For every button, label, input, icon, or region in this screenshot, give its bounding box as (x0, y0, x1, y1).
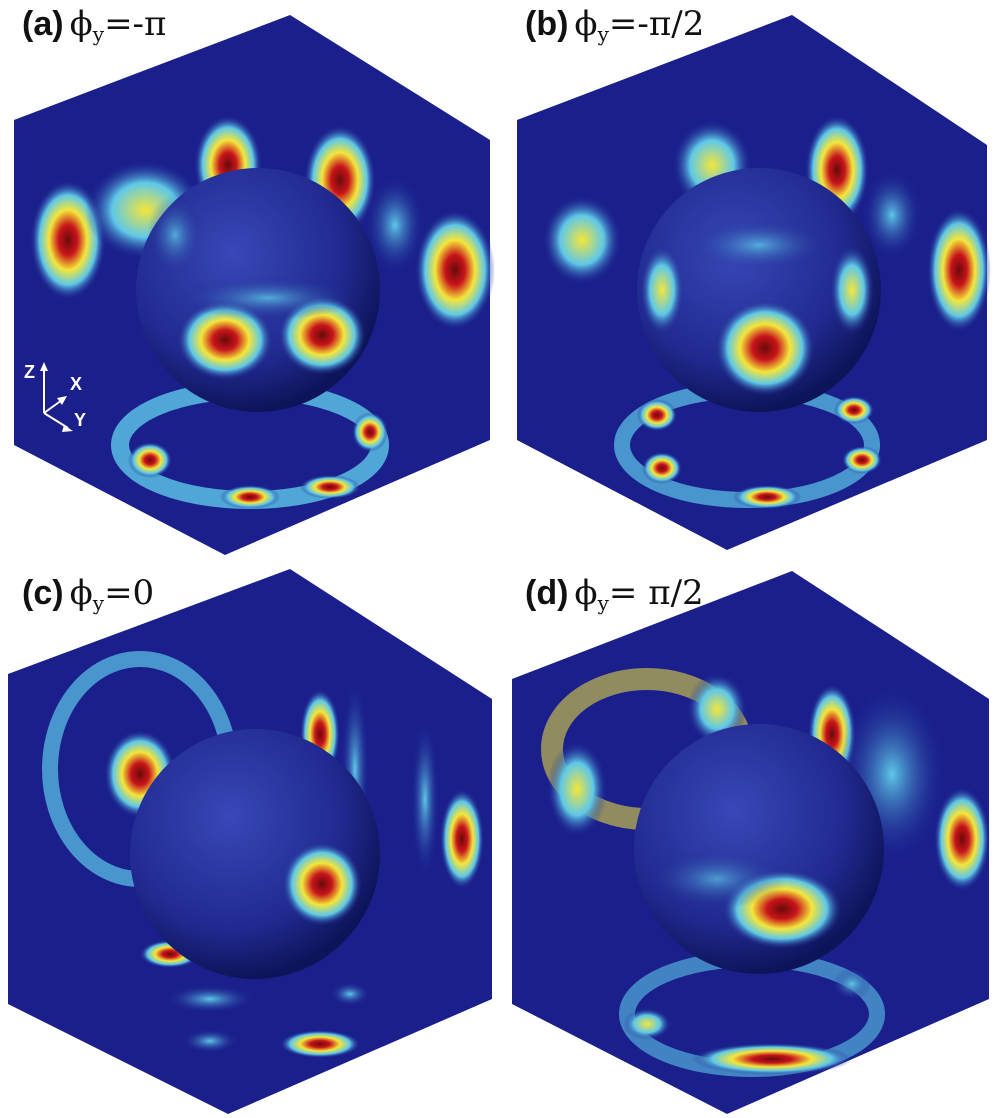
phi-value: =0 (104, 573, 155, 613)
cube-plot-d (512, 571, 990, 1114)
phi-symbol: ϕ (574, 573, 598, 613)
panel-label-a: (a) ϕy=-π (22, 4, 166, 46)
intensity-spot (411, 719, 439, 879)
cube-plot-a (14, 15, 495, 555)
intensity-spot (365, 175, 425, 275)
intensity-spot (842, 446, 882, 474)
panel-d: (d) ϕy= π/2 (497, 559, 995, 1118)
sphere-spot (715, 300, 815, 396)
intensity-spot (927, 208, 991, 332)
intensity-spot (440, 789, 484, 889)
intensity-spot (182, 1029, 238, 1053)
intensity-spot (547, 741, 607, 837)
phi-symbol: ϕ (574, 4, 598, 44)
intensity-spot (280, 1030, 360, 1058)
sphere-spot (282, 842, 362, 926)
sphere-spot (647, 849, 787, 909)
phi-symbol: ϕ (69, 573, 93, 613)
intensity-spot (934, 787, 990, 891)
phi-subscript: y (597, 22, 609, 46)
panel-tag: (c) (22, 574, 64, 612)
sphere (637, 168, 881, 412)
intensity-spot (128, 442, 172, 478)
intensity-spot (542, 195, 622, 285)
phi-subscript: y (92, 22, 105, 46)
panel-tag: (b) (525, 5, 569, 43)
panel-b: (b) ϕy=-π/2 (497, 0, 995, 559)
sphere-spot (689, 219, 829, 271)
phi-subscript: y (92, 591, 105, 615)
axis-y-label: Y (74, 410, 87, 430)
sphere-spot (640, 245, 684, 335)
intensity-spot (352, 412, 388, 452)
phi-subscript: y (597, 591, 609, 615)
phi-value: = π/2 (608, 573, 704, 613)
sphere-spot (177, 300, 273, 380)
intensity-spot (220, 485, 280, 509)
intensity-spot (415, 210, 495, 330)
phi-symbol: ϕ (69, 4, 93, 44)
intensity-spot (330, 982, 370, 1006)
cube-plot-b (517, 15, 991, 550)
intensity-spot (637, 399, 677, 431)
axes-indicator: Z X Y (22, 358, 92, 433)
intensity-spot (692, 1043, 852, 1075)
intensity-spot (832, 968, 872, 1000)
panel-tag: (a) (22, 5, 64, 43)
intensity-spot (300, 475, 360, 499)
axis-z-label: Z (24, 362, 35, 382)
sphere-spot (830, 245, 874, 335)
panel-label-b: (b) ϕy=-π/2 (525, 4, 704, 46)
intensity-spot (733, 485, 801, 509)
sphere-spot (178, 276, 358, 320)
panel-tag: (d) (525, 574, 569, 612)
intensity-spot (642, 452, 682, 484)
panel-c: (c) ϕy=0 (0, 559, 497, 1118)
phi-value: =-π (104, 4, 167, 44)
cube-plot-c (8, 569, 492, 1114)
axis-x-label: X (70, 374, 83, 394)
intensity-spot (862, 170, 922, 260)
intensity-spot (623, 1008, 671, 1040)
sphere-spot (147, 195, 203, 275)
axes-arrows (40, 362, 73, 432)
intensity-spot (165, 985, 255, 1013)
panel-a: (a) ϕy=-π (0, 0, 497, 559)
panel-label-d: (d) ϕy= π/2 (525, 573, 704, 615)
panel-label-c: (c) ϕy=0 (22, 573, 154, 615)
intensity-spot (834, 396, 874, 424)
phi-value: =-π/2 (608, 4, 705, 44)
